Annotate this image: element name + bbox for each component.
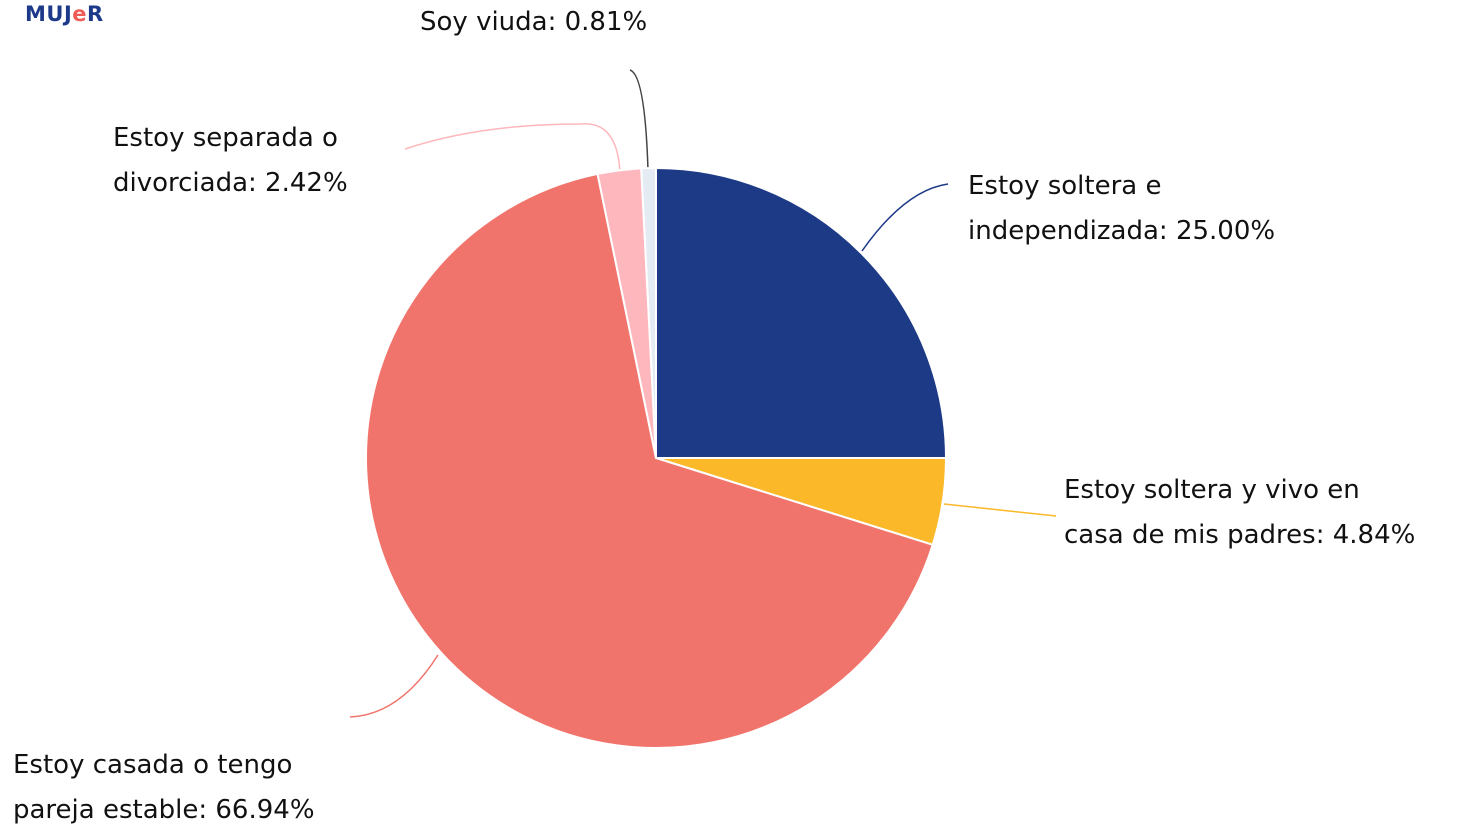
slice-label-separada: Estoy separada o divorciada: 2.42% xyxy=(113,116,348,206)
slice-label-soltera-padres: Estoy soltera y vivo en casa de mis padr… xyxy=(1064,468,1415,558)
slice-label-line: Soy viuda: 0.81% xyxy=(420,7,648,37)
slice-label-casada: Estoy casada o tengo pareja estable: 66.… xyxy=(13,743,315,833)
logo-text-part2: e xyxy=(72,2,88,26)
pie-slice-casada xyxy=(365,172,934,749)
slice-label-line: divorciada: 2.42% xyxy=(113,168,348,198)
slice-label-line: Estoy soltera e xyxy=(968,171,1162,201)
slice-label-line: independizada: 25.00% xyxy=(968,216,1276,246)
slice-label-line: Estoy soltera y vivo en xyxy=(1064,475,1360,505)
slice-label-viuda: Soy viuda: 0.81% xyxy=(420,0,647,45)
leader-line-soltera-independizada xyxy=(861,183,949,252)
logo-text-part1: MUJ xyxy=(25,2,73,26)
leader-line-separada xyxy=(404,123,621,173)
pie-slice-viuda xyxy=(640,166,657,459)
leader-line-casada xyxy=(349,654,439,718)
slice-label-line: Estoy separada o xyxy=(113,123,338,153)
pie-slice-soltera-independizada xyxy=(655,167,947,459)
brand-logo: MUJeR xyxy=(25,4,104,25)
pie-slices xyxy=(365,166,948,749)
slice-label-line: Estoy casada o tengo xyxy=(13,750,293,780)
slice-label-line: pareja estable: 66.94% xyxy=(13,795,315,825)
slice-label-line: casa de mis padres: 4.84% xyxy=(1064,520,1416,550)
leader-line-viuda xyxy=(629,69,649,171)
logo-text-part3: R xyxy=(87,2,104,26)
leader-lines xyxy=(349,69,1057,718)
leader-line-soltera-padres xyxy=(943,503,1057,517)
slice-label-soltera-independizada: Estoy soltera e independizada: 25.00% xyxy=(968,164,1275,254)
